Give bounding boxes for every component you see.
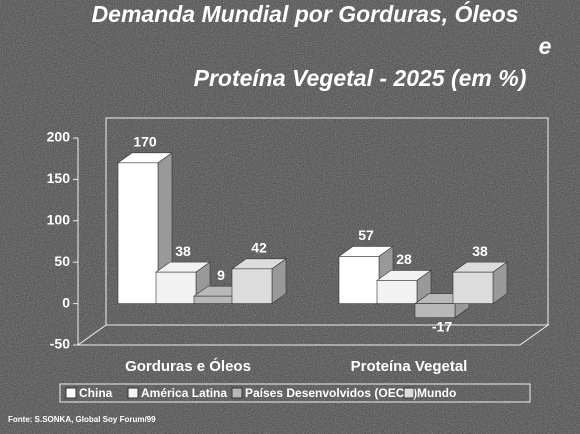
- y-tick-label: -50: [50, 336, 70, 352]
- floor: [76, 324, 550, 346]
- bar: [376, 280, 418, 304]
- legend-label: China: [79, 386, 113, 400]
- y-tick-label: 0: [62, 294, 70, 310]
- bar: [338, 256, 380, 304]
- data-label: 42: [251, 240, 267, 256]
- y-tick-label: 100: [47, 212, 71, 228]
- y-tick-label: 200: [47, 129, 71, 145]
- bar: [193, 295, 235, 304]
- x-tick-label: Proteína Vegetal: [351, 358, 468, 375]
- legend-swatch: [65, 387, 77, 399]
- bar: [452, 271, 494, 304]
- legend-label: América Latina: [141, 386, 227, 400]
- data-label: 170: [133, 134, 157, 150]
- bar: [155, 271, 197, 304]
- data-label: 38: [472, 243, 488, 259]
- legend-swatch: [403, 387, 415, 399]
- legend-label: Países Desenvolvidos (OECD): [245, 386, 417, 400]
- data-label: 38: [175, 243, 191, 259]
- legend-swatch: [231, 387, 243, 399]
- legend-swatch: [127, 387, 139, 399]
- chart-title: Proteína Vegetal - 2025 (em %): [194, 65, 527, 91]
- x-tick-label: Gorduras e Óleos: [125, 357, 251, 375]
- data-label: 9: [217, 267, 225, 283]
- legend-box: [59, 383, 531, 403]
- bar: [231, 268, 273, 304]
- data-label: 28: [396, 251, 412, 267]
- bar: [117, 162, 159, 304]
- chart-title: e: [539, 33, 552, 59]
- legend-label: Mundo: [417, 386, 456, 400]
- data-label: 57: [358, 227, 374, 243]
- data-label: -17: [432, 318, 452, 334]
- y-tick-label: 50: [54, 253, 70, 269]
- source-note: Fonte: S.SONKA, Global Soy Forum/99: [8, 415, 156, 424]
- chart-title: Demanda Mundial por Gorduras, Óleos: [92, 0, 519, 27]
- y-tick-label: 150: [47, 170, 71, 186]
- bar: [414, 303, 456, 318]
